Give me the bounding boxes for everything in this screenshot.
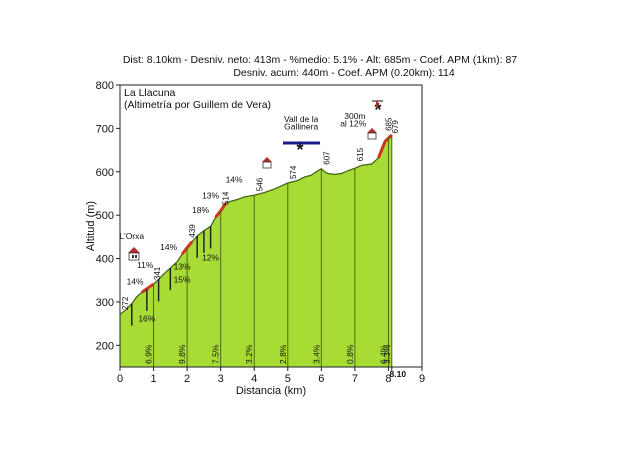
altitude-label: 615 <box>356 147 365 161</box>
km-gradient-label: 0.8% <box>345 344 355 364</box>
profile-line <box>119 134 393 315</box>
gradient-percent-label: 14% <box>127 277 144 287</box>
gradient-percent-label: 13% <box>202 191 219 201</box>
gradient-percent-label: 18% <box>192 205 209 215</box>
x-tick-label: 9 <box>419 373 425 385</box>
y-tick-label: 200 <box>96 340 114 352</box>
annotation-text: 300m <box>344 111 365 121</box>
gradient-percent-label: 11% <box>137 260 154 270</box>
km-gradient-label: 7.5% <box>211 344 221 364</box>
gradient-percent-label: 12% <box>202 253 219 263</box>
x-tick-label: 8.10 <box>390 369 407 379</box>
svg-text:*: * <box>296 140 303 160</box>
chart-title: La Llacuna <box>124 87 176 99</box>
km-gradient-label: 3.2% <box>244 344 254 364</box>
km-gradient-label: 6.9% <box>144 344 154 364</box>
x-tick-label: 2 <box>184 373 190 385</box>
altitude-label: 607 <box>322 151 331 165</box>
km-gradient-label: 2.8% <box>278 344 288 364</box>
chart-subtitle: (Altimetría por Guillem de Vera) <box>124 99 271 111</box>
gradient-percent-label: 16% <box>138 313 155 323</box>
steep-section <box>140 282 155 294</box>
star-icon: * * <box>296 100 381 160</box>
icon-layer: * * <box>128 100 383 261</box>
altitude-label: 514 <box>222 191 231 205</box>
y-tick-label: 300 <box>96 297 114 309</box>
house-icon <box>128 247 140 261</box>
x-tick-label: 3 <box>218 373 224 385</box>
x-axis-title: Distancia (km) <box>236 385 306 397</box>
altitude-label: 341 <box>153 266 162 280</box>
altitude-label: 679 <box>391 120 400 134</box>
y-tick-label: 800 <box>96 80 114 92</box>
altitude-label: 546 <box>255 177 264 191</box>
header-line-1: Dist: 8.10km - Desniv. neto: 413m - %med… <box>122 54 518 66</box>
svg-text:*: * <box>374 100 381 120</box>
axes-layer: 200 300 400 500 600 700 800 0 1 2 3 4 5 6 7 88.10 9 Dista… <box>85 80 425 397</box>
plot-frame <box>119 84 423 368</box>
header-line-2: Desniv. acum: 440m - Coef. APM (0.20km):… <box>233 67 455 79</box>
y-tick-label: 400 <box>96 254 114 266</box>
gradient-percent-label: 14% <box>226 175 243 185</box>
x-tick-label: 1 <box>150 373 156 385</box>
x-tick-label: 8 <box>385 373 391 385</box>
profile-area <box>120 134 392 367</box>
annotation-text: al 12% <box>340 119 366 129</box>
km-gradient-label: 6.4% <box>378 344 388 364</box>
annotation-text: Vall de la <box>284 114 319 124</box>
altitude-label: 439 <box>188 224 197 238</box>
house-icon <box>367 128 377 140</box>
gradient-percent-label: 13% <box>174 261 191 271</box>
km-gradient-label: 9.8% <box>177 344 187 364</box>
steep-section <box>377 133 393 159</box>
km-gradient-label: 3.4% <box>311 344 321 364</box>
y-axis-title: Altitud (m) <box>85 201 97 251</box>
profile-area-layer <box>119 133 393 367</box>
x-tick-label: 6 <box>318 373 324 385</box>
gradient-percent-label: 15% <box>174 274 191 284</box>
label-layer: La Llacuna(Altimetría por Guillem de Ver… <box>119 87 400 364</box>
x-tick-label: 7 <box>352 373 358 385</box>
x-tick-label: 4 <box>251 373 257 385</box>
x-tick-label: 5 <box>285 373 291 385</box>
altitude-label: 272 <box>121 296 130 310</box>
annotation-text: L'Orxa <box>119 231 144 241</box>
km-divider-layer <box>130 134 393 367</box>
y-tick-label: 600 <box>96 167 114 179</box>
gradient-percent-label: 14% <box>160 242 177 252</box>
x-tick-label: 0 <box>117 373 123 385</box>
km-gradient-label: 3.3% <box>382 344 392 364</box>
house-icon <box>262 157 272 169</box>
y-tick-label: 500 <box>96 210 114 222</box>
summit-marker-icon <box>372 100 383 108</box>
altitude-label: 685 <box>384 117 393 131</box>
altitude-label: 574 <box>289 165 298 179</box>
steep-section <box>214 202 227 219</box>
annotation-text: Gallinera <box>284 121 318 131</box>
y-tick-label: 700 <box>96 123 114 135</box>
